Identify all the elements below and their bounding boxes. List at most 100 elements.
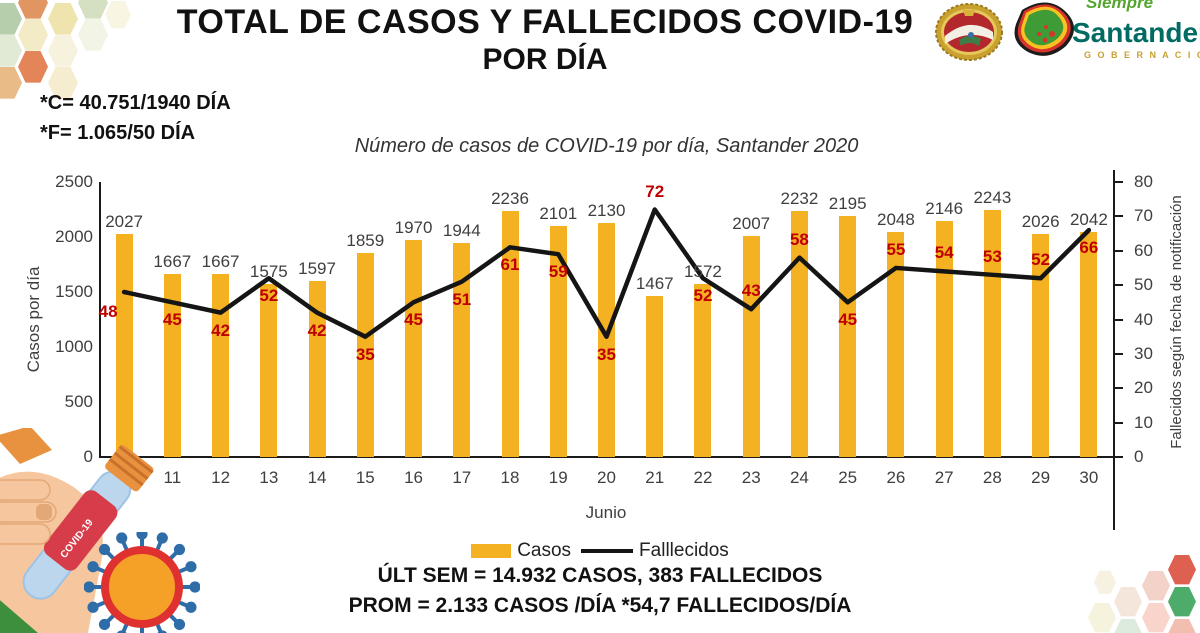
casos-value-label: 2101 bbox=[539, 203, 578, 223]
stat-cases: *C= 40.751/1940 DÍA bbox=[40, 92, 231, 114]
casos-bar bbox=[308, 281, 326, 457]
test-tube-icon: COVID-19 bbox=[22, 445, 154, 600]
casos-value-label: 1467 bbox=[635, 273, 674, 293]
fallecidos-value-label: 54 bbox=[934, 243, 954, 263]
casos-value-label: 2195 bbox=[828, 193, 867, 213]
legend-fallecidos-label: Falllecidos bbox=[639, 540, 729, 561]
right-axis-tick-mark bbox=[1113, 387, 1123, 390]
x-tick-label: 11 bbox=[163, 468, 182, 487]
right-axis-tick-mark bbox=[1113, 318, 1123, 321]
fallecidos-value-label: 61 bbox=[500, 255, 520, 275]
hexagon-decor-icon bbox=[78, 0, 108, 19]
casos-bar bbox=[742, 236, 760, 457]
casos-swatch-icon bbox=[471, 544, 512, 558]
legend-casos-label: Casos bbox=[517, 540, 572, 561]
casos-bar bbox=[1032, 234, 1050, 457]
logo-santander-text: Santander bbox=[1072, 17, 1200, 48]
hexagon-decor-icon bbox=[1142, 602, 1170, 633]
logo-siempre-text: Siempre bbox=[1086, 0, 1153, 12]
casos-value-label: 1667 bbox=[153, 251, 192, 271]
hex-pattern-top-left bbox=[0, 0, 180, 130]
fallecidos-value-label: 51 bbox=[452, 289, 472, 309]
x-tick-label: 18 bbox=[500, 468, 520, 487]
title-line-1: TOTAL DE CASOS Y FALLECIDOS COVID-19 bbox=[176, 3, 914, 41]
casos-bar bbox=[935, 220, 953, 457]
fallecidos-value-label: 52 bbox=[1031, 250, 1051, 270]
fallecidos-value-label: 45 bbox=[162, 310, 182, 330]
hexagon-decor-icon bbox=[0, 67, 22, 99]
left-axis-tick-label: 2000 bbox=[55, 227, 93, 246]
fallecidos-value-label: 52 bbox=[259, 286, 279, 306]
fallecidos-value-label: 58 bbox=[789, 229, 809, 249]
fallecidos-value-label: 42 bbox=[211, 320, 231, 340]
legend-item-fallecidos: Falllecidos bbox=[581, 540, 729, 562]
fallecidos-value-label: 53 bbox=[982, 246, 1002, 266]
x-tick-label: 27 bbox=[934, 468, 954, 487]
casos-bar bbox=[260, 283, 278, 457]
casos-bar bbox=[1080, 232, 1098, 457]
casos-value-label: 1575 bbox=[249, 261, 288, 281]
fallecidos-value-label: 45 bbox=[838, 310, 858, 330]
x-tick-label: 20 bbox=[597, 468, 616, 487]
casos-bar bbox=[115, 234, 133, 457]
casos-bar bbox=[163, 273, 181, 457]
x-tick-label: 16 bbox=[404, 468, 423, 487]
chart-title: Número de casos de COVID-19 por día, San… bbox=[354, 135, 859, 157]
casos-bar bbox=[646, 295, 664, 457]
right-axis-tick-label: 30 bbox=[1134, 343, 1153, 363]
casos-value-label: 2007 bbox=[732, 214, 771, 234]
santander-map-shape bbox=[1014, 2, 1074, 56]
left-axis-tick-label: 500 bbox=[64, 392, 93, 411]
x-tick-label: 23 bbox=[741, 468, 761, 487]
left-axis-title: Casos por día bbox=[24, 266, 43, 373]
casos-bar bbox=[356, 252, 374, 457]
fallecidos-value-label: 59 bbox=[548, 262, 568, 282]
casos-bar bbox=[694, 284, 712, 457]
deaths-polyline bbox=[121, 207, 1092, 339]
x-tick-label: 24 bbox=[789, 468, 809, 487]
hexagon-decor-icon bbox=[1168, 586, 1196, 617]
casos-bar bbox=[405, 240, 423, 457]
hexagon-decor-icon bbox=[1114, 586, 1142, 617]
x-tick-label: 29 bbox=[1031, 468, 1051, 487]
left-axis-tick-label: 1000 bbox=[55, 337, 93, 356]
right-axis-tick-label: 70 bbox=[1134, 206, 1153, 226]
footer-line-2: PROM = 2.133 CASOS /DÍA *54,7 FALLECIDOS… bbox=[348, 594, 852, 617]
casos-value-label: 2042 bbox=[1069, 210, 1108, 230]
hexagon-decor-icon bbox=[0, 35, 22, 67]
right-axis-tick-mark bbox=[1113, 421, 1123, 424]
right-axis-line bbox=[1113, 170, 1115, 530]
casos-bar bbox=[887, 231, 905, 457]
x-tick-label: 15 bbox=[355, 468, 375, 487]
x-tick-label: 25 bbox=[838, 468, 858, 487]
casos-bar bbox=[453, 243, 471, 457]
casos-bar bbox=[839, 215, 857, 457]
x-tick-label: 28 bbox=[982, 468, 1002, 487]
fallecidos-value-label: 35 bbox=[597, 344, 616, 364]
hexagon-decor-icon bbox=[1168, 618, 1196, 633]
casos-bar bbox=[549, 225, 567, 457]
x-axis-line bbox=[99, 456, 1115, 458]
gobernacion-crest-logo bbox=[935, 3, 1003, 61]
hexagon-decor-icon bbox=[1114, 618, 1142, 633]
right-axis-tick-label: 0 bbox=[1134, 447, 1144, 466]
casos-value-label: 2243 bbox=[973, 188, 1012, 208]
right-axis-tick-label: 10 bbox=[1134, 412, 1153, 432]
summary-stats: *C= 40.751/1940 DÍA *F= 1.065/50 DÍA bbox=[40, 88, 231, 148]
fallecidos-value-label: 72 bbox=[645, 181, 665, 201]
casos-value-label: 2048 bbox=[877, 209, 915, 229]
casos-value-label: 1970 bbox=[394, 218, 433, 238]
deaths-line-series bbox=[121, 207, 1092, 339]
hexagon-decor-icon bbox=[1168, 554, 1196, 585]
x-tick-label: 22 bbox=[693, 468, 713, 487]
x-tick-label: 14 bbox=[307, 468, 327, 487]
casos-value-label: 1859 bbox=[346, 230, 385, 250]
x-axis-title: Junio bbox=[585, 503, 627, 522]
hexagon-decor-icon bbox=[0, 3, 22, 35]
right-axis-tick-mark bbox=[1113, 215, 1123, 218]
x-tick-label: 19 bbox=[548, 468, 568, 487]
right-axis-tick-mark bbox=[1113, 249, 1123, 252]
hexagon-decor-icon bbox=[105, 0, 131, 29]
footer-line-1: ÚLT SEM = 14.932 CASOS, 383 FALLECIDOS bbox=[377, 564, 823, 587]
